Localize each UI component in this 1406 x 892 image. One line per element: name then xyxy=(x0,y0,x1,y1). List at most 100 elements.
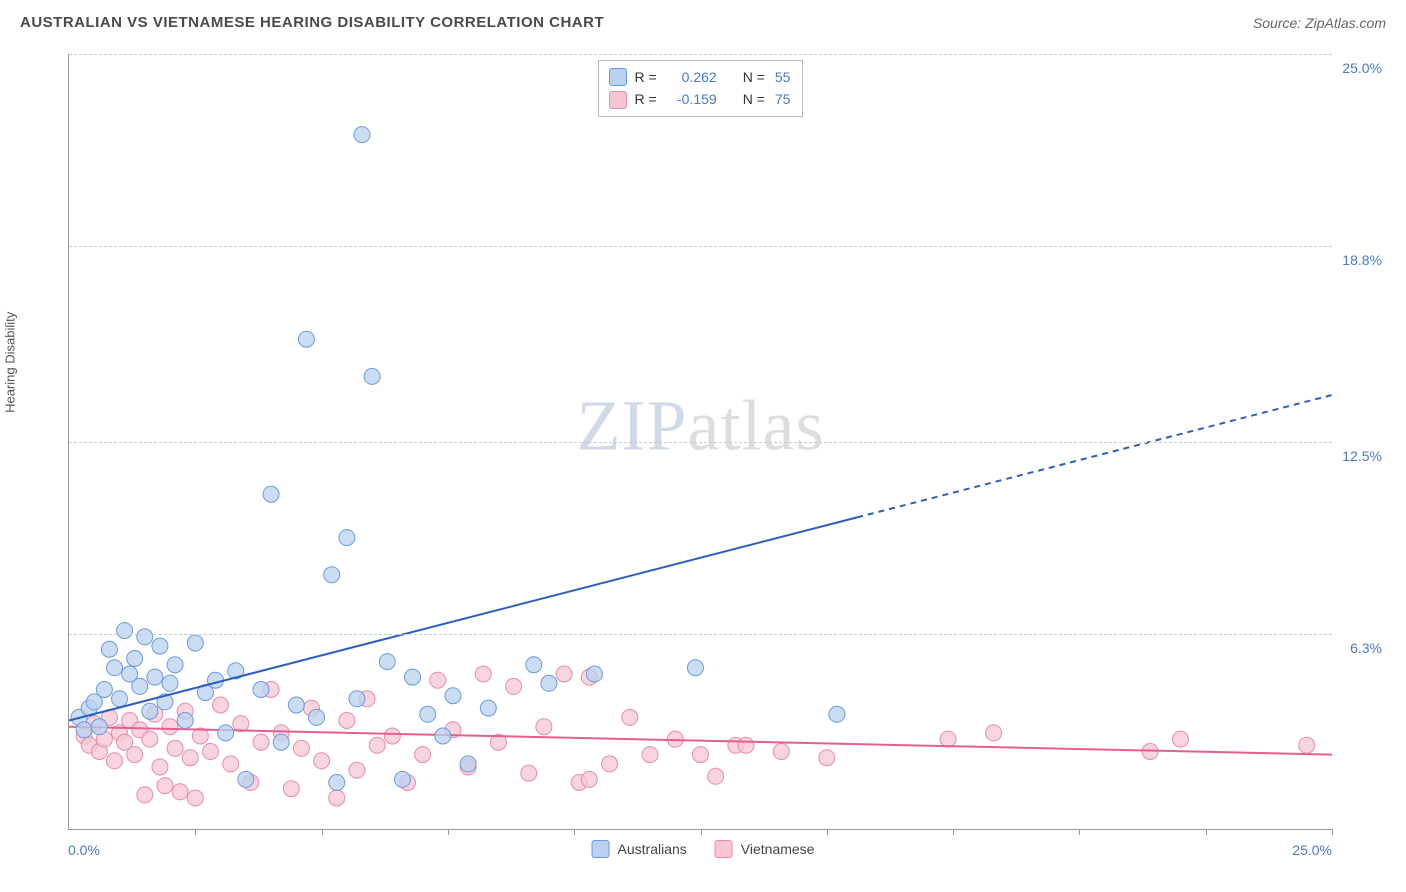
point-vietnamese xyxy=(329,790,345,806)
point-australians xyxy=(324,567,340,583)
x-tick xyxy=(1079,829,1080,835)
point-vietnamese xyxy=(172,784,188,800)
point-vietnamese xyxy=(283,781,299,797)
point-vietnamese xyxy=(986,725,1002,741)
x-tick xyxy=(1206,829,1207,835)
point-australians xyxy=(309,709,325,725)
point-australians xyxy=(364,368,380,384)
point-australians xyxy=(273,734,289,750)
x-tick xyxy=(574,829,575,835)
x-origin-label: 0.0% xyxy=(68,842,100,858)
plot-region: ZIPatlas R =0.262N =55R =-0.159N =75 6.3… xyxy=(68,54,1332,830)
point-vietnamese xyxy=(293,740,309,756)
point-vietnamese xyxy=(162,719,178,735)
point-vietnamese xyxy=(339,713,355,729)
point-australians xyxy=(349,691,365,707)
series-legend: Australians Vietnamese xyxy=(592,840,815,858)
chart-source: Source: ZipAtlas.com xyxy=(1253,15,1386,31)
y-tick-label: 6.3% xyxy=(1350,640,1382,656)
trend-australians-dashed xyxy=(857,395,1332,517)
point-australians xyxy=(329,775,345,791)
stats-row: R =-0.159N =75 xyxy=(609,88,793,110)
chart-title: AUSTRALIAN VS VIETNAMESE HEARING DISABIL… xyxy=(20,14,604,31)
point-australians xyxy=(420,706,436,722)
x-tick xyxy=(1332,829,1333,835)
x-tick xyxy=(322,829,323,835)
legend-swatch xyxy=(715,840,733,858)
point-australians xyxy=(526,657,542,673)
point-australians xyxy=(435,728,451,744)
point-australians xyxy=(96,682,112,698)
legend-item: Australians xyxy=(592,840,687,858)
point-australians xyxy=(177,713,193,729)
point-vietnamese xyxy=(536,719,552,735)
point-vietnamese xyxy=(430,672,446,688)
x-tick xyxy=(448,829,449,835)
point-vietnamese xyxy=(152,759,168,775)
point-australians xyxy=(405,669,421,685)
gridline xyxy=(69,634,1332,635)
point-vietnamese xyxy=(137,787,153,803)
point-vietnamese xyxy=(233,716,249,732)
point-australians xyxy=(586,666,602,682)
correlation-stats-box: R =0.262N =55R =-0.159N =75 xyxy=(598,60,804,117)
point-vietnamese xyxy=(369,737,385,753)
point-australians xyxy=(162,675,178,691)
point-australians xyxy=(541,675,557,691)
y-tick-label: 25.0% xyxy=(1342,60,1382,76)
x-tick xyxy=(195,829,196,835)
stats-n-label: N = xyxy=(743,66,765,88)
point-vietnamese xyxy=(157,778,173,794)
point-australians xyxy=(142,703,158,719)
y-axis-label: Hearing Disability xyxy=(3,312,18,413)
trend-australians xyxy=(69,517,857,720)
point-australians xyxy=(354,127,370,143)
point-australians xyxy=(339,530,355,546)
point-australians xyxy=(238,771,254,787)
point-vietnamese xyxy=(475,666,491,682)
stats-r-label: R = xyxy=(635,66,657,88)
point-australians xyxy=(76,722,92,738)
point-vietnamese xyxy=(1172,731,1188,747)
y-tick-label: 12.5% xyxy=(1342,448,1382,464)
point-australians xyxy=(288,697,304,713)
point-vietnamese xyxy=(314,753,330,769)
y-tick-label: 18.8% xyxy=(1342,252,1382,268)
point-vietnamese xyxy=(182,750,198,766)
x-tick xyxy=(953,829,954,835)
point-australians xyxy=(106,660,122,676)
point-australians xyxy=(132,678,148,694)
x-tick xyxy=(701,829,702,835)
point-australians xyxy=(445,688,461,704)
legend-label: Vietnamese xyxy=(741,841,815,857)
chart-area: Hearing Disability ZIPatlas R =0.262N =5… xyxy=(20,50,1386,862)
point-vietnamese xyxy=(415,747,431,763)
point-australians xyxy=(263,486,279,502)
point-vietnamese xyxy=(384,728,400,744)
stats-r-label: R = xyxy=(635,88,657,110)
stats-r-value: 0.262 xyxy=(665,66,719,88)
legend-swatch xyxy=(592,840,610,858)
stats-swatch xyxy=(609,68,627,86)
point-australians xyxy=(218,725,234,741)
point-vietnamese xyxy=(521,765,537,781)
point-vietnamese xyxy=(556,666,572,682)
point-australians xyxy=(127,651,143,667)
stats-row: R =0.262N =55 xyxy=(609,66,793,88)
point-australians xyxy=(298,331,314,347)
point-vietnamese xyxy=(213,697,229,713)
point-australians xyxy=(687,660,703,676)
point-vietnamese xyxy=(819,750,835,766)
point-vietnamese xyxy=(693,747,709,763)
legend-item: Vietnamese xyxy=(715,840,815,858)
point-australians xyxy=(253,682,269,698)
point-vietnamese xyxy=(708,768,724,784)
point-australians xyxy=(101,641,117,657)
gridline xyxy=(69,442,1332,443)
point-australians xyxy=(91,719,107,735)
point-vietnamese xyxy=(202,744,218,760)
point-australians xyxy=(208,672,224,688)
point-australians xyxy=(117,623,133,639)
point-australians xyxy=(460,756,476,772)
stats-r-value: -0.159 xyxy=(665,88,719,110)
